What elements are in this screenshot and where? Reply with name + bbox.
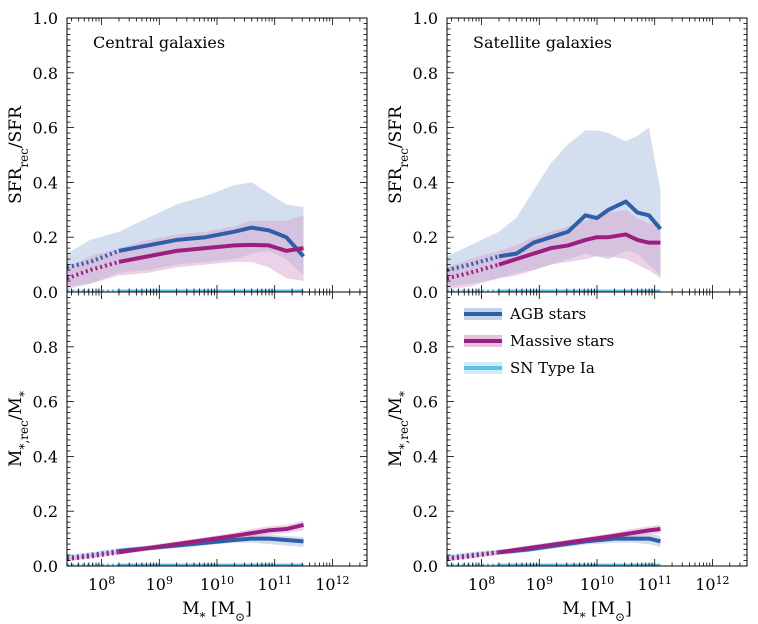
- panel-top-left: 0.0 0.2 0.4 0.6 0.8 1.0 Central galaxies SFRrec…: [6, 9, 368, 302]
- x-tick-label: 1011: [638, 574, 672, 595]
- y-axis-label: M*,rec/M*: [386, 391, 411, 467]
- y-tick-label: 0.4: [33, 173, 58, 192]
- y-tick-label: 0.8: [413, 338, 438, 357]
- x-tick-label: 1012: [695, 574, 729, 595]
- plot-area: [67, 520, 305, 566]
- y-tick-label: 0.4: [413, 447, 438, 466]
- plot-area: [447, 524, 661, 566]
- panel-title: Satellite galaxies: [473, 33, 612, 52]
- y-tick-label: 0.2: [413, 228, 438, 247]
- y-tick-label: 0.8: [33, 338, 58, 357]
- y-axis-label: SFRrec/SFR: [386, 105, 411, 204]
- x-tick-label: 108: [468, 574, 495, 595]
- x-tick-label: 1011: [258, 574, 292, 595]
- y-tick-label: 0.2: [33, 502, 58, 521]
- y-tick-label: 0.2: [33, 228, 58, 247]
- y-axis-label: M*,rec/M*: [6, 391, 31, 467]
- y-tick-label: 0.8: [413, 64, 438, 83]
- x-tick-label: 1010: [200, 574, 234, 595]
- y-axis-label: SFRrec/SFR: [6, 105, 31, 204]
- line-agb-stars: [498, 199, 662, 259]
- legend: AGB stars Massive stars SN Type Ia: [464, 305, 614, 377]
- x-axis-label: M* [M⊙]: [182, 599, 252, 624]
- y-tick-label: 0.0: [413, 283, 438, 302]
- panel-top-right: 0.0 0.2 0.4 0.6 0.8 1.0 Satellite galaxies SFRr…: [386, 9, 748, 302]
- x-tick-label: 1012: [315, 574, 349, 595]
- legend-item: AGB stars: [464, 305, 586, 323]
- y-tick-label: 0.2: [413, 502, 438, 521]
- panel-bottom-right: 0.0 0.2 0.4 0.6 0.8 108 109 1010 1011 1012 M*,rec/…: [386, 291, 748, 624]
- line-massive-stars: [498, 232, 661, 267]
- axes-frame: [66, 291, 368, 567]
- legend-label: Massive stars: [510, 332, 614, 350]
- y-tick-label: 1.0: [413, 9, 438, 28]
- y-tick-label: 0.8: [33, 64, 58, 83]
- line-massive-stars: [498, 527, 661, 555]
- band-massive-stars: [67, 215, 304, 290]
- legend-label: AGB stars: [509, 305, 586, 323]
- line-massive-stars: [118, 242, 304, 264]
- y-tick-label: 0.0: [33, 557, 58, 576]
- plot-area: [447, 127, 662, 292]
- plot-area: [67, 182, 306, 292]
- line-agb-stars: [118, 225, 306, 258]
- x-tick-label: 109: [146, 574, 173, 595]
- x-tick-label: 108: [88, 574, 115, 595]
- y-tick-label: 1.0: [33, 9, 58, 28]
- x-axis-label: M* [M⊙]: [562, 599, 632, 624]
- y-tick-label: 0.6: [33, 393, 58, 412]
- y-tick-label: 0.0: [33, 283, 58, 302]
- x-tick-label: 109: [526, 574, 553, 595]
- x-tick-label: 1010: [580, 574, 614, 595]
- legend-label: SN Type Ia: [510, 359, 595, 377]
- y-tick-label: 0.4: [33, 447, 58, 466]
- legend-item: Massive stars: [464, 332, 614, 350]
- y-tick-label: 0.4: [413, 173, 438, 192]
- panel-title: Central galaxies: [93, 33, 225, 52]
- line-massive-stars: [118, 522, 305, 555]
- y-tick-label: 0.0: [413, 557, 438, 576]
- y-tick-label: 0.6: [413, 119, 438, 138]
- y-tick-label: 0.6: [33, 119, 58, 138]
- y-tick-label: 0.6: [413, 393, 438, 412]
- legend-item: SN Type Ia: [464, 359, 595, 377]
- panel-bottom-left: 0.0 0.2 0.4 0.6 0.8 108 109 1010 1011 1012 M*,rec/…: [6, 291, 368, 624]
